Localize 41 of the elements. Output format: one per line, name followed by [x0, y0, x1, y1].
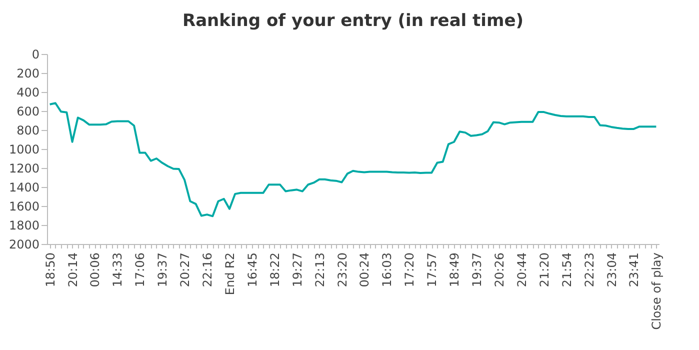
x-tick-label: 18:49	[448, 252, 462, 288]
x-tick-label: 23:04	[604, 252, 619, 288]
x-tick-label: 21:20	[537, 252, 552, 288]
y-tick-label: 600	[16, 104, 40, 118]
y-tick-label: 0	[32, 48, 40, 62]
chart-title: Ranking of your entry (in real time)	[182, 11, 524, 31]
line-series	[48, 102, 658, 218]
y-tick-label: 400	[16, 86, 40, 100]
x-tick-label: 18:22	[268, 252, 282, 288]
x-tick-label: 20:26	[492, 252, 506, 288]
x-tick-label: 20:27	[178, 252, 192, 288]
x-tick-label: 23:41	[627, 252, 642, 288]
y-tick-label: 1400	[8, 180, 40, 194]
x-tick-label: 22:23	[582, 252, 596, 288]
y-tick-label: 1600	[8, 200, 40, 214]
x-tick-label: 23:20	[335, 252, 350, 288]
x-tick-label: End R2	[222, 252, 237, 296]
x-tick-label: 22:16	[200, 252, 215, 288]
x-tick-label: 19:37	[470, 252, 484, 288]
x-tick-label: Close of play	[650, 252, 664, 330]
x-tick-label: 14:33	[110, 252, 125, 288]
x-tick-label: 16:45	[245, 252, 260, 288]
y-tick-label: 800	[16, 124, 40, 138]
x-tick-label: 00:24	[358, 252, 372, 288]
x-tick-label: 17:57	[425, 252, 440, 288]
x-tick-label: 21:54	[560, 252, 574, 288]
y-tick-label: 1000	[8, 142, 40, 156]
x-tick-label: 19:37	[156, 252, 170, 288]
x-tick-label: 00:06	[88, 252, 102, 288]
y-tick-label: 1200	[8, 162, 40, 176]
x-tick-label: 20:14	[66, 252, 80, 288]
y-tick-label: 1800	[8, 218, 40, 232]
x-tick-label: 19:27	[290, 252, 304, 288]
x-tick-label: 16:03	[380, 252, 394, 288]
x-tick-label: 17:06	[133, 252, 148, 288]
x-tick-label: 20:44	[514, 252, 529, 288]
x-tick-label: 22:13	[312, 252, 327, 288]
x-tick-label: 18:50	[43, 252, 58, 288]
y-tick-label: 2000	[8, 238, 40, 252]
y-tick-label: 200	[16, 66, 40, 80]
x-tick-label: 17:20	[402, 252, 417, 288]
